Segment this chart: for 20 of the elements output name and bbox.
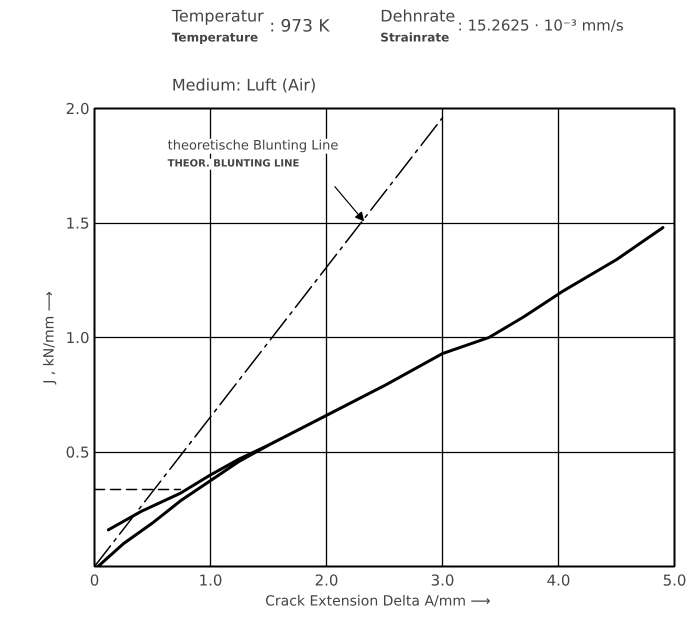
text: : 973 K	[269, 16, 330, 36]
x-tick-label: 5.0	[662, 572, 686, 590]
x-tick-label: 3.0	[430, 572, 454, 590]
x-tick-label: 1.0	[198, 572, 222, 590]
x-axis-title: Crack Extension Delta A/mm ⟶	[265, 594, 491, 610]
text: Dehnrate	[380, 6, 456, 26]
x-tick-label: 0	[90, 572, 100, 590]
annotation: theoretische Blunting Line THEOR. BLUNTING LINE	[168, 138, 338, 170]
text: : 15.2625 · 10⁻³ mm/s	[458, 16, 624, 34]
x-tick-label: 4.0	[546, 572, 570, 590]
text: Strainrate	[380, 30, 450, 44]
text: Temperature	[172, 30, 258, 44]
text: Temperatur	[170, 6, 264, 26]
text: Medium: Luft (Air)	[172, 76, 316, 94]
y-axis-title: J , kN/mm ⟶	[42, 291, 58, 385]
y-tick-label: 0.5	[66, 444, 90, 462]
y-tick-label: 1.5	[66, 214, 90, 232]
y-tick-label: 1.0	[66, 329, 90, 347]
y-tick-label: 2.0	[66, 100, 90, 118]
x-tick-label: 2.0	[314, 572, 338, 590]
